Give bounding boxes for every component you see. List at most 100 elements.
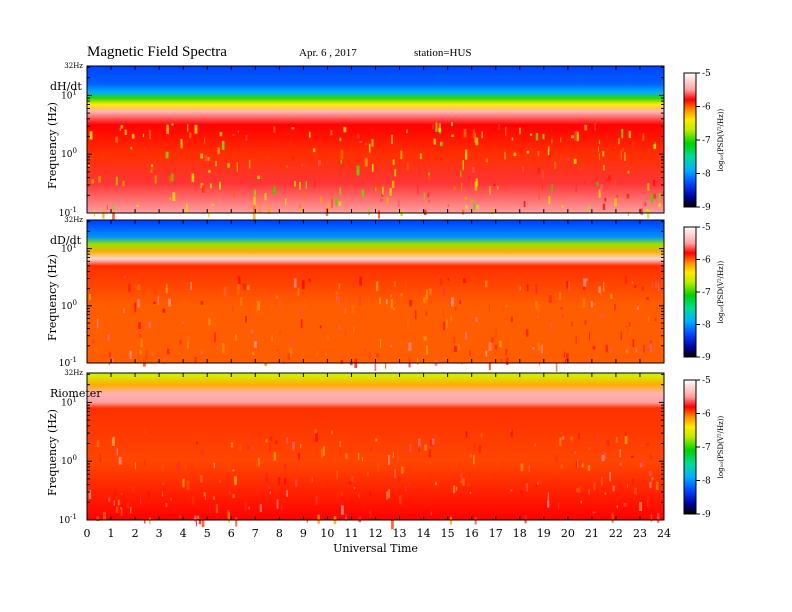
spectrogram-speckle [195,516,197,527]
spectrogram-speckle [344,329,347,337]
spectrogram-speckle [649,454,652,460]
spectrogram-speckle [394,169,397,177]
spectrogram-speckle [191,463,194,469]
spectrogram-speckle [563,351,566,358]
spectrogram-speckle [227,163,230,168]
spectrogram-speckle [548,295,552,303]
spectrogram-speckle [291,127,295,130]
spectrogram-speckle [136,204,139,207]
spectrogram-speckle [292,339,295,347]
spectrogram-speckle [537,151,540,157]
spectrogram-speckle [102,151,104,160]
x-tick-label: 12 [369,527,383,540]
spectrogram-speckle [239,444,242,451]
spectrogram-speckle [131,134,135,139]
spectrogram-speckle [377,463,380,472]
spectrogram-speckle [655,481,659,491]
y-tick-exponent: 0 [73,454,77,462]
colorbar-tick-label: -7 [702,288,711,298]
spectrogram-speckle [555,361,558,372]
spectrogram-speckle [450,315,452,322]
spectrogram-speckle [550,322,553,329]
spectrogram-speckle [506,357,509,365]
spectrogram-speckle [385,362,387,369]
spectrogram-speckle [561,314,564,318]
y-tick-exponent: -1 [70,206,77,214]
spectrogram-speckle [215,161,217,167]
spectrogram-speckle [493,472,496,476]
spectrogram-speckle [519,127,521,135]
spectrogram-speckle [192,496,195,505]
spectrogram-speckle [419,153,422,159]
spectrogram-speckle [286,165,288,168]
spectrogram-speckle [649,343,653,353]
spectrogram-speckle [339,137,342,142]
spectrogram-speckle [289,347,293,358]
spectrogram-speckle [372,308,374,315]
spectrogram-speckle [526,284,529,292]
spectrogram-speckle [237,285,240,295]
spectrogram-speckle [161,491,164,497]
spectrogram-speckle [305,181,307,189]
spectrogram-speckle [178,515,181,519]
spectrogram-speckle [614,146,616,149]
spectrogram-speckle [401,466,404,474]
spectrogram-speckle [618,138,620,145]
spectrogram-speckle [463,278,466,284]
spectrogram-speckle [635,347,638,353]
spectrogram-speckle [338,295,340,305]
spectrogram-speckle [347,453,349,460]
spectrogram-speckle [609,472,611,482]
spectrogram-speckle [658,203,661,207]
spectrogram-speckle [154,291,157,295]
spectrogram-speckle [128,284,131,292]
spectrogram-speckle [624,432,627,436]
spectrogram-speckle [593,303,596,305]
spectrogram-speckle [423,336,427,341]
spectrogram-speckle [234,476,237,485]
spectrogram-speckle [317,514,320,524]
x-tick-label: 16 [465,527,479,540]
spectrogram-speckle [88,490,92,499]
spectrogram-speckle [408,482,410,486]
spectrogram-speckle [620,331,622,340]
spectrogram-speckle [432,124,434,129]
spectrogram-speckle [620,150,622,160]
spectrogram-speckle [540,344,543,354]
spectrogram-speckle [575,335,577,344]
spectrogram-speckle [470,199,474,202]
spectrogram-speckle [111,358,114,364]
spectrogram-speckle [375,187,377,192]
spectrogram-speckle [298,453,300,460]
spectrogram-speckle [538,154,542,159]
spectrogram-speckle [437,274,441,279]
spectrogram-speckle [473,455,475,465]
spectrogram-speckle [252,351,255,356]
spectrogram-speckle [600,442,602,448]
spectrogram-speckle [650,514,653,522]
spectrogram-speckle [534,443,536,447]
spectrogram-speckle [440,158,442,162]
spectrogram-speckle [622,147,624,152]
spectrogram-speckle [519,286,521,291]
spectrogram-speckle [190,297,194,303]
spectrogram-speckle [379,339,382,348]
spectrogram-speckle [451,134,454,137]
spectrogram-speckle [513,152,517,157]
spectrogram-speckle [340,469,342,473]
spectrogram-speckle [213,332,216,343]
spectrogram-speckle [453,337,456,344]
spectrogram-speckle [537,481,539,485]
spectrogram-speckle [621,129,624,139]
spectrogram-speckle [191,173,195,183]
spectrogram-speckle [429,440,433,446]
spectrogram-speckle [228,462,231,472]
spectrogram-speckle [628,130,631,138]
spectrogram-speckle [616,505,618,509]
y-tick-label: 10-1 [59,513,77,526]
spectrogram-speckle [424,444,427,451]
spectrogram-speckle [153,301,156,304]
spectrogram-speckle [547,500,550,508]
spectrogram-speckle [491,337,494,343]
spectrogram-speckle [634,434,637,439]
